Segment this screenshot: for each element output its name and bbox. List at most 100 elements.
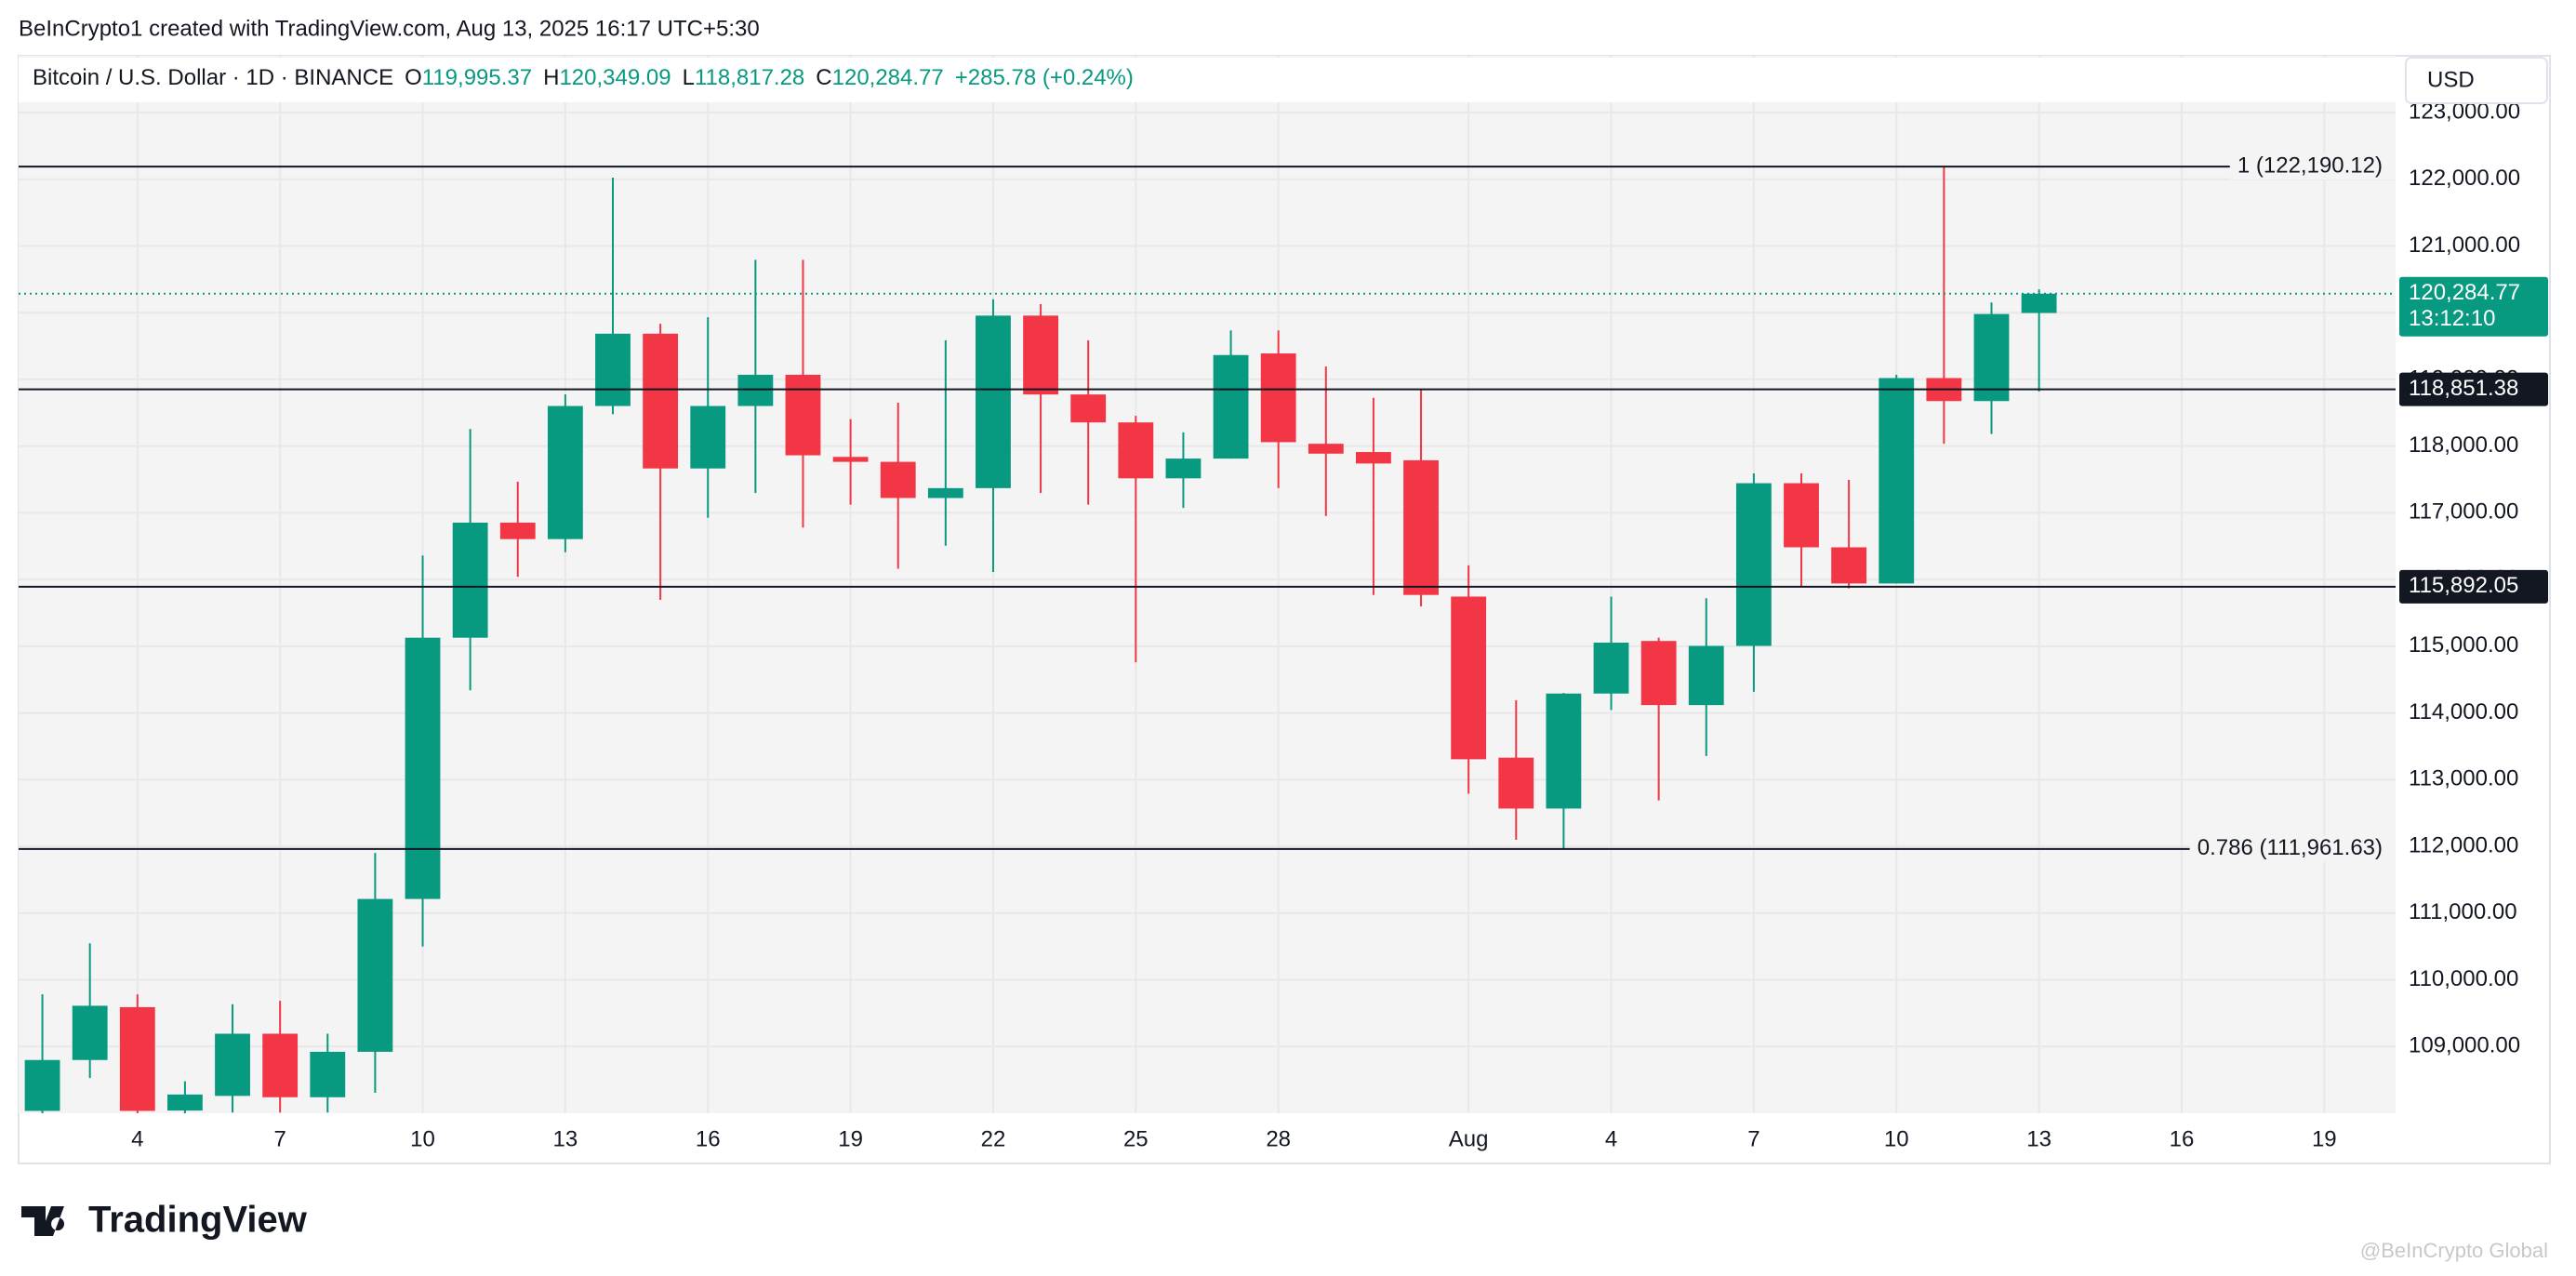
- candle-body: [1640, 641, 1677, 706]
- candle-body: [1403, 459, 1439, 595]
- y-tick-label: 110,000.00: [2409, 966, 2518, 991]
- logo-icon: [21, 1206, 65, 1236]
- candles: [19, 166, 2396, 1113]
- candle-body: [72, 1005, 108, 1060]
- candle-body: [310, 1051, 346, 1097]
- l-label: L: [683, 65, 695, 90]
- symbol: Bitcoin / U.S. Dollar · 1D · BINANCE: [33, 65, 393, 90]
- candle-body: [1831, 547, 1867, 584]
- x-tick-label: 22: [981, 1126, 1006, 1151]
- candle-body: [880, 461, 916, 498]
- x-tick-label: Aug: [1449, 1126, 1489, 1151]
- candle-body: [1451, 596, 1487, 760]
- c-value: 120,284.77: [832, 65, 944, 90]
- price-badge: [2399, 569, 2548, 604]
- o-label: O: [405, 65, 422, 90]
- candle-body: [1308, 444, 1344, 454]
- countdown-label: 13:12:10: [2409, 306, 2495, 331]
- x-tick-label: 13: [2026, 1126, 2052, 1151]
- fib-label-bg: [2229, 153, 2396, 180]
- candle-body: [737, 374, 774, 406]
- candle-body: [119, 1006, 155, 1111]
- x-tick-label: 4: [131, 1126, 143, 1151]
- x-tick-label: 7: [1747, 1126, 1759, 1151]
- x-tick-label: 19: [838, 1126, 863, 1151]
- x-tick-label: 19: [2312, 1126, 2337, 1151]
- candle-body: [405, 637, 441, 899]
- candle-body: [357, 898, 393, 1052]
- candle-body: [1213, 354, 1249, 459]
- c-label: C: [816, 65, 831, 90]
- x-tick-label: 16: [696, 1126, 721, 1151]
- candle-body: [1118, 422, 1154, 479]
- candle-body: [547, 405, 583, 539]
- fib-label: 0.786 (111,961.63): [2198, 835, 2383, 860]
- candle-body: [167, 1094, 203, 1111]
- h-value: 120,349.09: [559, 65, 671, 90]
- candle-body: [1356, 452, 1391, 464]
- candle-body: [452, 522, 488, 638]
- candle-body: [1688, 645, 1724, 706]
- h-label: H: [543, 65, 559, 90]
- candle-body: [1546, 693, 1582, 809]
- candle-body: [643, 333, 679, 469]
- fib-label: 1 (122,190.12): [2237, 153, 2383, 178]
- o-value: 119,995.37: [422, 65, 532, 90]
- watermark: @BeInCrypto Global: [2360, 1239, 2548, 1262]
- y-tick-label: 113,000.00: [2409, 766, 2518, 791]
- x-tick-label: 13: [553, 1126, 578, 1151]
- last-price-badge: [2399, 276, 2548, 337]
- x-tick-label: 25: [1123, 1126, 1149, 1151]
- x-tick-label: 4: [1605, 1126, 1617, 1151]
- change: +285.78 (+0.24%): [955, 65, 1134, 90]
- candle-body: [1784, 483, 1819, 548]
- candle-body: [24, 1059, 60, 1111]
- y-tick-label: 114,000.00: [2409, 699, 2518, 724]
- y-tick-label: 122,000.00: [2409, 166, 2520, 191]
- y-tick-label: 109,000.00: [2409, 1033, 2520, 1058]
- candle-body: [595, 333, 631, 406]
- candle-body: [215, 1033, 250, 1097]
- candle-body: [262, 1033, 299, 1097]
- legend-bg: [19, 58, 2396, 102]
- y-tick-label: 115,000.00: [2409, 632, 2518, 658]
- currency-label[interactable]: USD: [2427, 67, 2475, 92]
- x-tick-label: 10: [410, 1126, 435, 1151]
- attribution: BeInCrypto1 created with TradingView.com…: [19, 16, 760, 41]
- y-tick-label: 121,000.00: [2409, 233, 2520, 258]
- candle-body: [499, 522, 536, 539]
- x-tick-label: 7: [273, 1126, 285, 1151]
- candle-body: [976, 315, 1011, 488]
- candle-body: [785, 374, 821, 456]
- logo: TradingView: [21, 1200, 308, 1241]
- candle-body: [1593, 642, 1629, 694]
- plot-area: [19, 56, 2396, 1113]
- candle-body: [1973, 313, 2010, 402]
- y-tick-label: 112,000.00: [2409, 832, 2518, 857]
- candle-body: [832, 457, 869, 462]
- y-tick-label: 117,000.00: [2409, 499, 2518, 525]
- candle-body: [2021, 293, 2057, 313]
- candle-body: [1260, 353, 1296, 443]
- fib-label-bg: [2189, 835, 2396, 862]
- candle-body: [1735, 483, 1772, 646]
- price-badge: [2399, 372, 2548, 406]
- x-tick-label: 28: [1266, 1126, 1291, 1151]
- l-value: 118,817.28: [695, 65, 804, 90]
- candle-body: [1070, 394, 1107, 423]
- y-tick-label: 118,000.00: [2409, 432, 2518, 458]
- candle-body: [1879, 378, 1915, 584]
- currency-button[interactable]: [2405, 57, 2548, 104]
- candle-body: [927, 487, 963, 498]
- price-badge-label: 118,851.38: [2409, 376, 2518, 401]
- candle-body: [1165, 459, 1202, 479]
- y-tick-label: 111,000.00: [2409, 899, 2517, 924]
- overlays: 109,000.00 110,000.00 111,000.00 112,000.00…: [19, 99, 2548, 1151]
- x-tick-label: 16: [2170, 1126, 2195, 1151]
- candle-body: [1498, 757, 1534, 809]
- ohlc-legend: Bitcoin / U.S. Dollar · 1D · BINANCE O119…: [33, 65, 1134, 90]
- price-badge-label: 115,892.05: [2409, 573, 2518, 598]
- x-tick-label: 10: [1884, 1126, 1909, 1151]
- last-price-label: 120,284.77: [2409, 280, 2520, 305]
